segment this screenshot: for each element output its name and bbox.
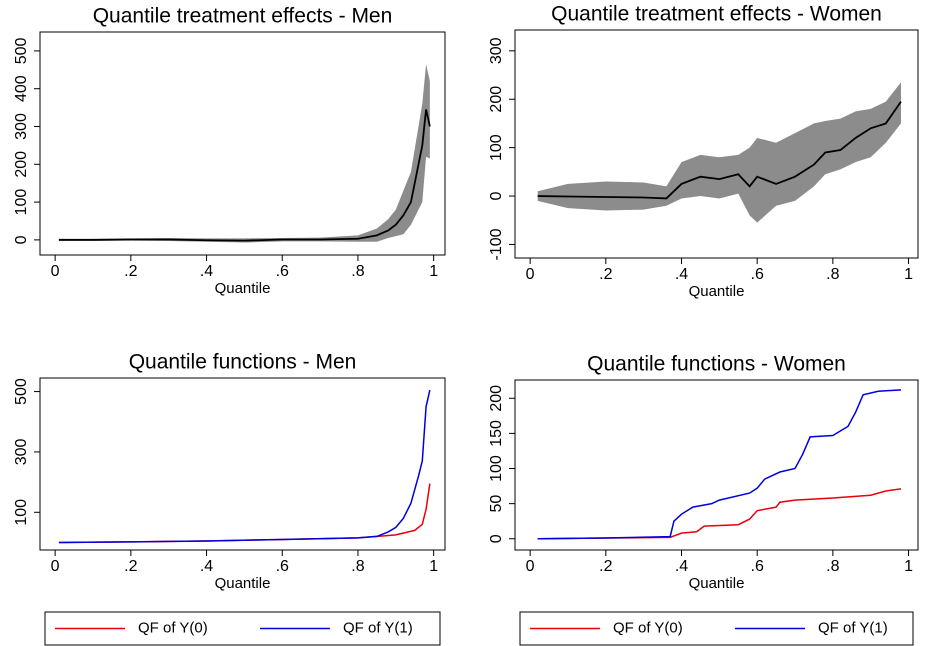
y-tick-label: 400 xyxy=(13,75,30,102)
legend-label: QF of Y(1) xyxy=(818,619,888,636)
y-tick-label: 200 xyxy=(13,151,30,178)
confidence-band xyxy=(537,82,901,223)
y-tick-label: 500 xyxy=(13,37,30,64)
y-tick-label: 100 xyxy=(488,455,505,482)
x-axis-label: Quantile xyxy=(689,283,745,300)
x-tick-label: 0 xyxy=(526,558,535,575)
y-tick-label: 100 xyxy=(13,499,30,526)
x-tick-label: 0 xyxy=(526,266,535,283)
y-tick-label: 300 xyxy=(488,37,505,64)
plot-frame xyxy=(514,379,919,551)
x-tick-label: .8 xyxy=(826,266,839,283)
x-tick-label: 1 xyxy=(904,266,913,283)
x-tick-label: .6 xyxy=(276,558,289,575)
y-tick-label: -100 xyxy=(488,228,505,260)
x-tick-label: .6 xyxy=(751,558,764,575)
y-tick-label: 100 xyxy=(13,189,30,216)
x-axis-label: Quantile xyxy=(215,280,271,297)
y-tick-label: 200 xyxy=(488,86,505,113)
plot-frame xyxy=(514,29,919,259)
x-tick-label: .2 xyxy=(599,558,612,575)
estimate-line xyxy=(537,101,902,200)
confidence-band xyxy=(58,64,430,243)
x-tick-label: .8 xyxy=(826,558,839,575)
x-tick-label: .6 xyxy=(751,266,764,283)
series-line xyxy=(537,389,902,540)
x-tick-label: .2 xyxy=(124,263,137,280)
y-tick-label: 0 xyxy=(13,235,30,244)
x-tick-label: .4 xyxy=(675,558,688,575)
y-tick-label: 500 xyxy=(13,378,30,405)
y-tick-label: 100 xyxy=(488,134,505,161)
legend-label: QF of Y(1) xyxy=(343,619,413,636)
x-tick-label: 0 xyxy=(51,263,60,280)
y-tick-label: 150 xyxy=(488,420,505,447)
panel-title: Quantile functions - Women xyxy=(587,353,846,376)
x-axis-label: Quantile xyxy=(689,575,745,592)
x-tick-label: .4 xyxy=(200,558,213,575)
y-tick-label: 200 xyxy=(488,385,505,412)
panel-title: Quantile functions - Men xyxy=(129,351,357,374)
x-tick-label: .8 xyxy=(351,558,364,575)
y-tick-label: 300 xyxy=(13,438,30,465)
y-tick-label: 300 xyxy=(13,113,30,140)
x-tick-label: .6 xyxy=(276,263,289,280)
estimate-line xyxy=(58,109,431,242)
legend-label: QF of Y(0) xyxy=(138,619,208,636)
y-tick-label: 0 xyxy=(488,534,505,543)
plot-frame xyxy=(39,377,446,551)
x-tick-label: 1 xyxy=(904,558,913,575)
y-tick-label: 50 xyxy=(488,495,505,513)
series-line xyxy=(58,483,431,544)
panel-title: Quantile treatment effects - Men xyxy=(93,5,393,28)
x-axis-label: Quantile xyxy=(215,575,271,592)
x-tick-label: 1 xyxy=(429,263,438,280)
legend-label: QF of Y(0) xyxy=(613,619,683,636)
series-line xyxy=(537,488,902,540)
x-tick-label: .4 xyxy=(675,266,688,283)
x-tick-label: 0 xyxy=(51,558,60,575)
series-line xyxy=(58,389,431,544)
x-tick-label: .2 xyxy=(599,266,612,283)
x-tick-label: 1 xyxy=(429,558,438,575)
y-tick-label: 0 xyxy=(488,191,505,200)
plot-frame xyxy=(39,31,446,256)
x-tick-label: .2 xyxy=(124,558,137,575)
panel-title: Quantile treatment effects - Women xyxy=(551,3,882,26)
x-tick-label: .4 xyxy=(200,263,213,280)
x-tick-label: .8 xyxy=(351,263,364,280)
